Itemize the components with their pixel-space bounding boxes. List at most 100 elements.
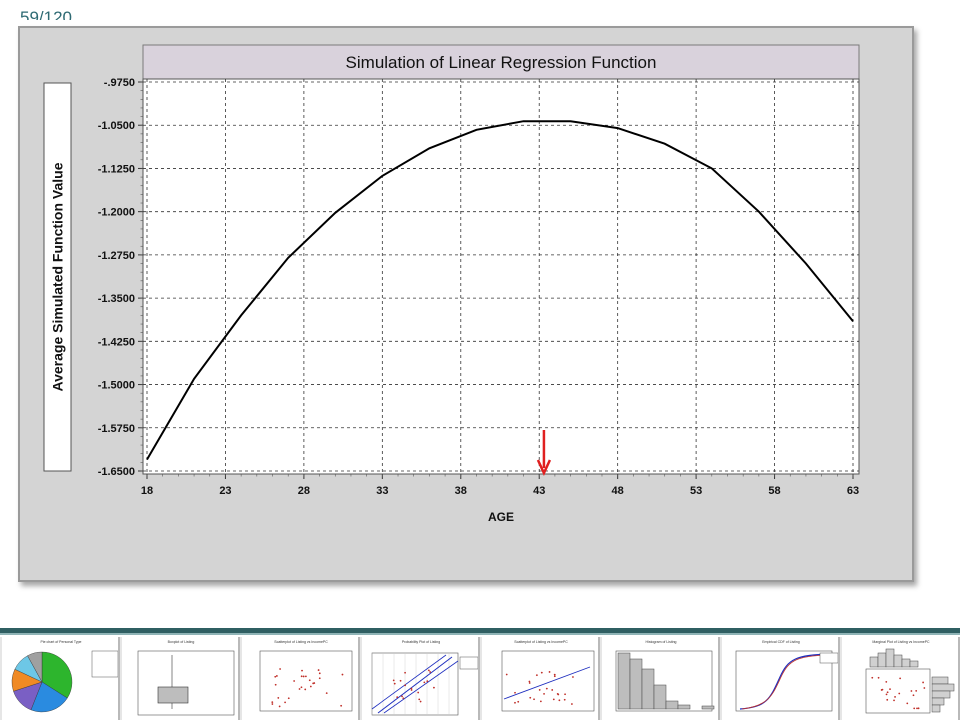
thumb-point — [417, 691, 420, 694]
y-tick-label: -1.5000 — [98, 380, 135, 392]
thumb-point — [548, 671, 551, 673]
thumbnail-scatterline[interactable]: Scatterplot of Listing vs IncomePC — [482, 637, 600, 720]
thumb-point — [543, 692, 545, 695]
thumbnail-graphic — [137, 650, 235, 716]
thumbnail-marginal[interactable]: Marginal Plot of Listing vs IncomePC — [842, 637, 960, 720]
thumb-point — [277, 697, 280, 699]
thumb-point — [293, 680, 296, 682]
thumb-point — [271, 703, 274, 705]
thumb-top-hist — [909, 660, 919, 668]
thumb-legend — [91, 650, 118, 678]
thumb-point — [557, 693, 560, 696]
thumb-point — [899, 677, 902, 680]
thumb-point — [889, 688, 891, 690]
chart-title-bar — [142, 44, 860, 80]
thumb-point — [535, 674, 538, 677]
thumb-point — [423, 681, 426, 684]
thumb-point — [915, 689, 918, 692]
thumbnail-cdf[interactable]: Empirical CDF of Listing — [722, 637, 840, 720]
thumb-top-hist — [901, 658, 911, 668]
chart-frame: Simulation of Linear Regression Function… — [18, 26, 914, 582]
y-tick-label: -1.1250 — [98, 163, 135, 175]
x-tick-label: 38 — [455, 485, 467, 497]
thumb-point — [564, 693, 566, 696]
chart-title: Simulation of Linear Regression Function — [346, 53, 657, 72]
thumb-top-hist — [893, 654, 903, 668]
plot-area — [142, 78, 860, 475]
thumbnail-box[interactable]: Boxplot of Listing — [122, 637, 240, 720]
thumbnail-title: Boxplot of Listing — [167, 640, 195, 644]
thumb-fit — [503, 666, 591, 700]
thumb-point — [538, 689, 541, 691]
thumb-point — [298, 688, 301, 690]
thumb-point — [396, 696, 399, 698]
thumb-plot-box — [501, 650, 595, 712]
thumb-point — [886, 698, 889, 701]
thumb-point — [399, 679, 402, 682]
thumb-point — [279, 668, 281, 670]
thumb-point — [913, 707, 916, 710]
thumbnail-title: Histogram of Listing — [645, 640, 677, 644]
thumbnail-graphic — [615, 650, 715, 712]
thumbnail-graphic — [11, 650, 118, 713]
thumb-legend — [819, 652, 838, 664]
thumb-point — [922, 681, 925, 684]
thumb-point — [433, 686, 435, 689]
divider-bar — [0, 628, 960, 633]
thumb-top-hist — [877, 652, 887, 668]
thumb-side-hist — [931, 697, 945, 706]
x-tick-label: 58 — [768, 485, 780, 497]
thumb-point — [540, 671, 543, 674]
thumb-point — [539, 700, 542, 703]
thumb-point — [318, 672, 321, 675]
thumb-point — [886, 691, 889, 694]
thumb-point — [325, 692, 328, 695]
thumbnail-title: Marginal Plot of Listing vs IncomePC — [872, 640, 930, 644]
thumb-point — [300, 675, 303, 678]
x-tick-label: 23 — [219, 485, 231, 497]
y-tick-label: -.9750 — [104, 77, 135, 89]
thumb-side-hist — [931, 683, 955, 692]
y-axis-label-box — [43, 82, 72, 472]
thumbnail-hist[interactable]: Histogram of Listing — [602, 637, 720, 720]
thumb-point — [514, 701, 516, 704]
thumb-point — [304, 688, 307, 691]
thumb-point — [404, 684, 407, 687]
thumb-cdf-steps — [741, 654, 829, 710]
thumbnail-pie[interactable]: Pie chart of Personal Type — [2, 637, 120, 720]
y-tick-label: -1.0500 — [98, 120, 135, 132]
thumb-point — [505, 673, 508, 676]
thumb-top-hist — [869, 656, 879, 668]
thumb-point — [418, 698, 421, 701]
thumbnail-title: Scatterplot of Listing vs IncomePC — [274, 640, 328, 644]
thumb-point — [401, 695, 403, 698]
thumb-point — [917, 707, 920, 710]
thumbnail-scatter[interactable]: Scatterplot of Listing vs IncomePC — [242, 637, 360, 720]
thumb-point — [552, 698, 555, 701]
thumb-ci — [383, 660, 459, 714]
thumbnail-graphic — [735, 650, 838, 712]
thumb-side-hist — [931, 676, 949, 685]
x-tick-label: 28 — [298, 485, 310, 497]
thumb-point — [427, 669, 430, 672]
thumb-point — [274, 675, 277, 678]
thumb-point — [545, 687, 548, 690]
thumb-point — [571, 703, 573, 705]
thumb-point — [429, 671, 432, 673]
thumb-point — [551, 689, 554, 691]
thumb-point — [275, 675, 278, 677]
y-tick-label: -1.5750 — [98, 423, 135, 435]
thumb-point — [284, 701, 286, 704]
x-tick-label: 43 — [533, 485, 545, 497]
thumb-top-hist — [885, 648, 895, 668]
thumb-point — [287, 697, 290, 700]
thumb-side-hist — [931, 690, 951, 699]
thumb-point — [533, 698, 535, 701]
x-tick-label: 18 — [141, 485, 153, 497]
thumb-point — [558, 699, 561, 702]
thumb-point — [910, 690, 913, 692]
thumb-point — [302, 675, 305, 678]
thumbnail-prob[interactable]: Probability Plot of Listing — [362, 637, 480, 720]
series-line — [146, 120, 854, 461]
thumb-point — [301, 669, 303, 672]
